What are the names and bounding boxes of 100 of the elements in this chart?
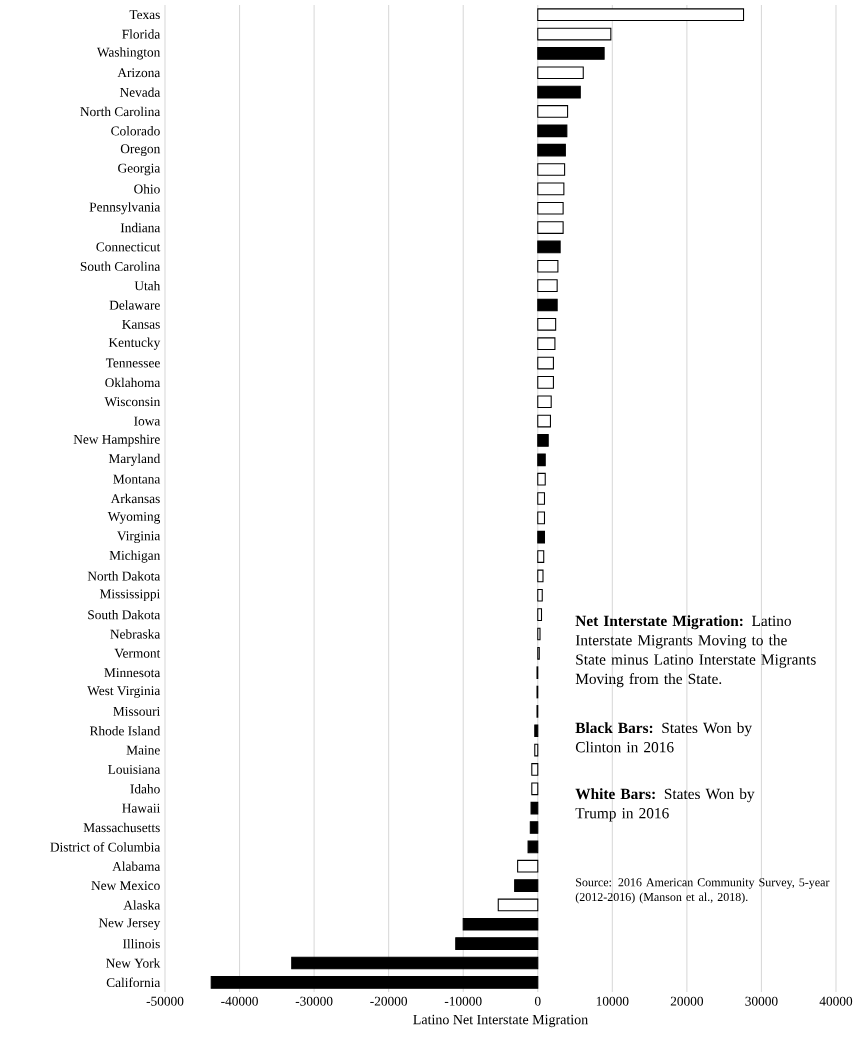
x-tick-label: -10000 — [444, 996, 482, 1006]
y-tick-label: Iowa — [134, 416, 161, 426]
bar — [534, 724, 539, 738]
bar — [537, 317, 557, 331]
x-tick-label: -30000 — [295, 996, 333, 1006]
bar — [537, 298, 558, 312]
bar — [537, 124, 568, 138]
bar — [537, 395, 552, 409]
y-tick-label: West Virginia — [87, 686, 161, 698]
bar — [497, 898, 539, 912]
bar — [537, 356, 554, 370]
bar — [514, 879, 539, 892]
y-tick-label: North Dakota — [87, 571, 161, 581]
annotation: Source: 2016 American Community Survey, 5-year (2012-2016) (Manson et al., 2018). — [575, 878, 830, 904]
y-tick-label: South Dakota — [88, 609, 161, 620]
bar — [530, 801, 539, 815]
y-tick-label: Washington — [96, 47, 161, 60]
bar — [537, 434, 549, 447]
y-tick-label: Indiana — [120, 222, 161, 233]
x-tick-label: -40000 — [221, 996, 258, 1006]
y-tick-label: Mississippi — [99, 589, 161, 602]
bar — [537, 569, 544, 583]
bar — [527, 840, 539, 854]
y-tick-label: Wisconsin — [104, 397, 161, 407]
bar — [537, 627, 541, 641]
bar — [517, 859, 539, 873]
bar — [537, 492, 546, 505]
y-tick-label: Ohio — [134, 184, 160, 194]
y-tick-label: Oregon — [120, 144, 161, 157]
bar — [455, 937, 539, 950]
y-tick-label: Texas — [129, 10, 160, 20]
x-tick-label: 20000 — [670, 996, 704, 1006]
y-tick-label: Utah — [134, 280, 161, 291]
y-tick-label: Idaho — [130, 784, 160, 794]
bar — [537, 47, 605, 60]
y-tick-label: Vermont — [114, 648, 161, 658]
y-tick-label: Montana — [113, 474, 161, 484]
y-tick-label: Alaska — [123, 900, 161, 910]
bar — [537, 376, 554, 389]
y-tick-label: Pennsylvania — [89, 202, 161, 215]
y-tick-label: Georgia — [118, 163, 161, 176]
bar — [537, 105, 569, 118]
bar — [537, 66, 584, 80]
bar — [531, 763, 539, 776]
bar — [537, 182, 565, 196]
y-tick-label: Kansas — [122, 319, 160, 329]
bar — [537, 279, 558, 292]
y-tick-label: Massachusetts — [83, 822, 160, 833]
bar — [531, 782, 539, 796]
x-tick-label: 10000 — [596, 996, 629, 1006]
bar — [462, 917, 539, 931]
y-tick-label: Louisiana — [108, 764, 161, 774]
y-tick-label: New Hampshire — [73, 434, 160, 447]
bar — [537, 453, 546, 467]
y-tick-label: Illinois — [122, 938, 160, 949]
y-tick-label: Nebraska — [110, 629, 161, 639]
y-tick-label: New York — [106, 958, 161, 968]
y-tick-label: Rhode Island — [89, 726, 161, 736]
bar — [537, 240, 561, 254]
y-tick-label: Tennessee — [105, 358, 160, 368]
bar — [537, 163, 566, 176]
bar — [529, 821, 539, 834]
annotation: White Bars: States Won by Trump in 2016 — [575, 788, 755, 822]
y-tick-label: Hawaii — [122, 803, 161, 813]
y-tick-label: Colorado — [111, 126, 160, 136]
annotation: Net Interstate Migration: Latino Interstate Migrants Moving to the State minus Latino Interstate Migrants Moving from the State. — [575, 615, 816, 688]
y-tick-label: Minnesota — [104, 668, 161, 678]
y-tick-label: Wyoming — [107, 512, 161, 524]
bar — [537, 472, 546, 486]
x-tick-label: 40000 — [819, 996, 853, 1006]
y-tick-label: North Carolina — [80, 106, 161, 117]
bar — [537, 27, 612, 41]
y-tick-label: Florida — [122, 29, 161, 39]
bar — [537, 414, 551, 428]
x-axis-title: Latino Net Interstate Migration — [413, 1014, 588, 1028]
bar — [537, 530, 546, 544]
bar — [537, 221, 564, 234]
y-tick-label: South Carolina — [80, 261, 161, 271]
y-tick-label: Delaware — [109, 300, 160, 310]
bar — [537, 201, 564, 215]
y-tick-label: Michigan — [109, 550, 161, 563]
bar — [537, 143, 566, 157]
bar — [291, 956, 539, 970]
y-tick-label: District of Columbia — [50, 842, 161, 852]
y-tick-label: Alabama — [112, 861, 161, 871]
y-tick-label: New Jersey — [98, 918, 161, 931]
bar — [210, 975, 539, 989]
y-tick-label: Oklahoma — [105, 377, 161, 388]
y-tick-label: California — [106, 977, 161, 988]
y-tick-label: Arizona — [117, 68, 161, 78]
y-tick-label: Maine — [126, 745, 160, 755]
annotation: Black Bars: States Won by Clinton in 2016 — [575, 722, 752, 753]
bar — [537, 259, 559, 273]
y-tick-label: Maryland — [108, 453, 161, 466]
x-tick-label: -50000 — [146, 996, 184, 1006]
bar — [537, 8, 745, 22]
y-tick-label: New Mexico — [91, 881, 160, 891]
y-tick-label: Nevada — [119, 87, 161, 97]
bar — [537, 550, 545, 563]
y-tick-label: Kentucky — [108, 337, 161, 350]
